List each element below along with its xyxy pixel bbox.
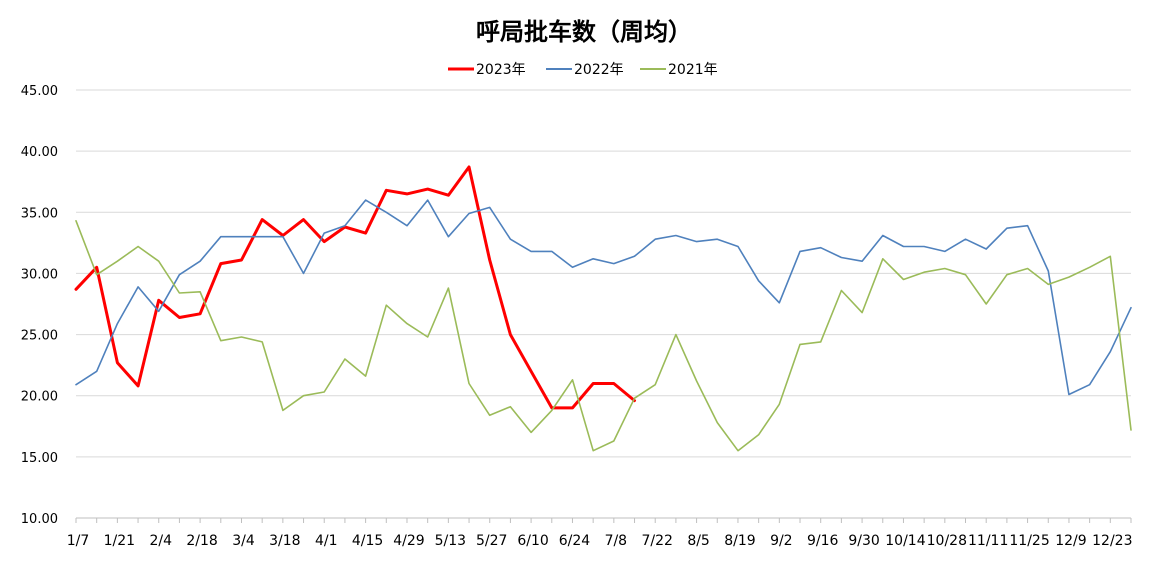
y-tick-label: 10.00 <box>21 512 58 527</box>
series-lines <box>74 165 1132 452</box>
x-tick-label: 11/25 <box>1009 533 1049 549</box>
x-tick-label: 9/16 <box>807 533 839 549</box>
series-line-2022年 <box>75 199 1132 396</box>
x-tick-label: 4/1 <box>315 533 338 549</box>
y-axis: 10.00 15.00 20.00 25.00 30.00 35.00 40.00 45.00 <box>21 84 58 527</box>
x-tick-label: 8/19 <box>724 533 755 549</box>
y-tick-label: 40.00 <box>21 145 58 160</box>
x-tick-label: 12/9 <box>1055 533 1086 549</box>
series-line-2023年 <box>74 165 636 410</box>
legend-label: 2022年 <box>574 62 624 78</box>
x-tick-label: 8/5 <box>687 533 710 549</box>
x-tick-label: 7/22 <box>641 533 672 549</box>
x-tick-label: 9/30 <box>848 533 879 549</box>
x-tick-label: 2/18 <box>186 533 217 549</box>
grid-lines <box>76 89 1131 458</box>
x-tick-label: 4/29 <box>393 533 424 549</box>
x-tick-label: 3/4 <box>232 533 255 549</box>
y-tick-label: 30.00 <box>21 267 58 282</box>
x-tick-label: 11/11 <box>968 533 1008 549</box>
x-tick-label: 3/18 <box>269 533 300 549</box>
series-line-2021年 <box>75 220 1132 452</box>
x-tick-label: 5/27 <box>476 533 507 549</box>
x-tick-label: 5/13 <box>435 533 466 549</box>
legend-label: 2023年 <box>476 62 526 78</box>
y-tick-label: 35.00 <box>21 206 58 221</box>
x-tick-label: 12/23 <box>1092 533 1132 549</box>
y-tick-label: 25.00 <box>21 329 58 344</box>
x-tick-label: 4/15 <box>352 533 383 549</box>
x-axis: 1/7 1/21 2/4 2/18 3/4 3/18 4/1 4/15 4/29 5/13 5/27… <box>67 517 1132 549</box>
x-tick-label: 2/4 <box>149 533 172 549</box>
x-tick-label: 6/24 <box>559 533 591 549</box>
x-tick-label: 10/28 <box>927 533 967 549</box>
x-tick-label: 1/21 <box>104 533 135 549</box>
y-tick-label: 20.00 <box>21 390 58 405</box>
x-tick-label: 6/10 <box>517 533 548 549</box>
legend: 2023年 2022年 2021年 <box>448 62 718 78</box>
x-tick-label: 1/7 <box>67 533 90 549</box>
x-tick-label: 9/2 <box>770 533 793 549</box>
x-tick-label: 7/8 <box>605 533 628 549</box>
y-tick-label: 15.00 <box>21 451 58 466</box>
y-tick-label: 45.00 <box>21 84 58 99</box>
chart-title: 呼局批车数（周均） <box>476 18 692 46</box>
legend-label: 2021年 <box>668 62 718 78</box>
x-tick-label: 10/14 <box>885 533 925 549</box>
